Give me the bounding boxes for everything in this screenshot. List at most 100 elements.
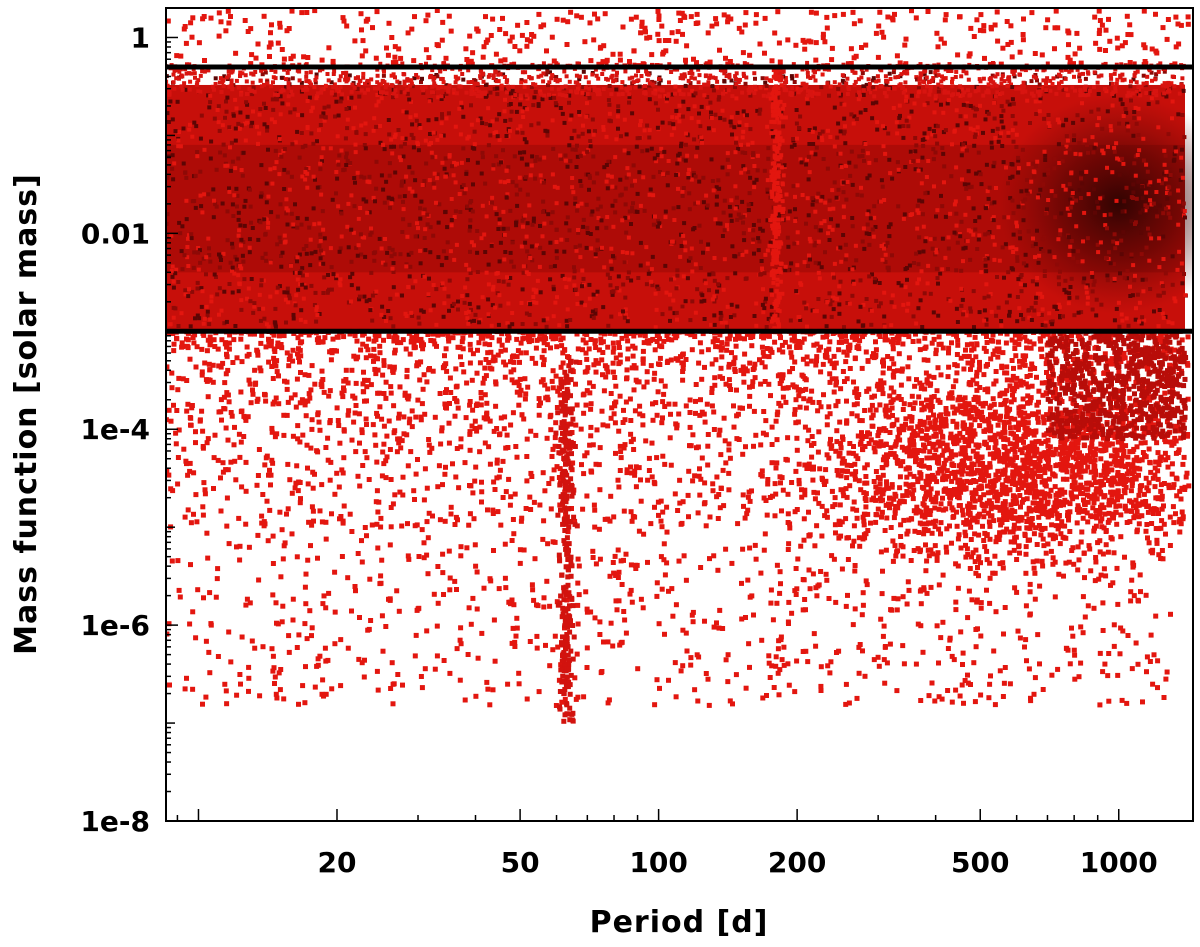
band-point <box>936 281 940 286</box>
edge-point <box>227 84 232 89</box>
band-point <box>931 310 936 315</box>
scatter-point <box>884 515 890 521</box>
band-point <box>367 210 372 215</box>
band-point <box>701 200 706 205</box>
scatter-point <box>530 332 536 338</box>
band-point <box>916 158 921 163</box>
band-point <box>928 291 933 296</box>
band-point <box>758 226 763 231</box>
band-point <box>1006 130 1011 135</box>
scatter-point <box>769 424 775 430</box>
band-point <box>313 177 317 182</box>
band-point <box>567 100 571 105</box>
band-point <box>234 257 239 262</box>
band-point <box>1004 300 1009 305</box>
band-point <box>243 138 248 143</box>
band-point <box>572 269 577 274</box>
band-point <box>402 142 407 146</box>
band-point <box>604 179 609 184</box>
edge-point <box>724 74 729 78</box>
band-point <box>835 223 840 228</box>
band-point <box>808 257 812 262</box>
band-point <box>845 180 850 184</box>
edge-point <box>498 72 503 77</box>
edge-point <box>653 91 658 96</box>
band-point <box>173 129 178 134</box>
band-point <box>304 251 309 256</box>
band-point <box>1137 300 1142 305</box>
band-point <box>813 152 818 157</box>
band-point <box>355 87 360 91</box>
band-point <box>356 216 361 221</box>
edge-point <box>202 69 207 74</box>
edge-point <box>800 67 805 72</box>
edge-point <box>994 83 999 88</box>
band-point <box>1166 205 1171 210</box>
band-point <box>839 165 844 170</box>
edge-point <box>747 90 752 95</box>
scatter-point <box>638 498 644 504</box>
band-point <box>1175 267 1180 272</box>
scatter-point <box>422 466 428 472</box>
band-point <box>1129 219 1134 224</box>
band-point <box>357 94 362 99</box>
edge-point <box>405 77 410 82</box>
edge-point <box>408 83 413 88</box>
band-point <box>180 224 185 229</box>
band-point <box>1152 309 1156 314</box>
band-point <box>802 300 807 305</box>
band-point <box>940 267 945 272</box>
band-point <box>381 73 386 78</box>
band-point <box>431 181 436 186</box>
band-point <box>524 234 529 239</box>
scatter-point <box>839 519 845 525</box>
band-point <box>1096 92 1101 96</box>
band-point <box>466 158 470 163</box>
scatter-point <box>625 346 631 352</box>
band-point <box>699 299 704 304</box>
band-point <box>888 77 893 81</box>
edge-point <box>1099 73 1104 78</box>
band-point <box>707 288 711 293</box>
edge-point <box>174 68 179 73</box>
band-point <box>950 76 955 81</box>
scatter-point <box>667 435 673 441</box>
band-point <box>808 239 813 244</box>
band-point <box>1081 239 1085 244</box>
edge-point <box>941 77 946 82</box>
band-point <box>1177 199 1182 204</box>
band-point <box>363 254 368 259</box>
band-point <box>496 70 501 75</box>
band-point <box>494 154 499 159</box>
band-point <box>926 159 931 163</box>
band-point <box>841 190 846 195</box>
edge-point <box>981 93 986 98</box>
band-point <box>1085 301 1090 306</box>
band-point <box>715 221 720 226</box>
band-point <box>1037 82 1042 87</box>
edge-point <box>394 94 399 98</box>
band-point <box>1086 192 1091 197</box>
band-point <box>1038 291 1043 296</box>
band-point <box>441 133 446 138</box>
band-point <box>570 185 575 190</box>
band-point <box>596 216 601 220</box>
edge-point <box>555 79 560 84</box>
band-point <box>335 176 340 181</box>
band-point <box>920 199 925 204</box>
edge-point <box>845 61 850 66</box>
band-point <box>1043 158 1048 162</box>
band-point <box>832 144 837 149</box>
band-point <box>441 80 446 85</box>
band-point <box>378 124 382 128</box>
band-point <box>573 287 578 292</box>
band-point <box>1182 135 1187 140</box>
band-point <box>266 225 270 230</box>
band-point <box>865 151 870 156</box>
band-point <box>1070 191 1075 195</box>
band-point <box>626 151 631 156</box>
band-point <box>660 312 665 317</box>
band-point <box>499 160 503 165</box>
edge-point <box>964 70 969 75</box>
scatter-point <box>442 471 448 477</box>
